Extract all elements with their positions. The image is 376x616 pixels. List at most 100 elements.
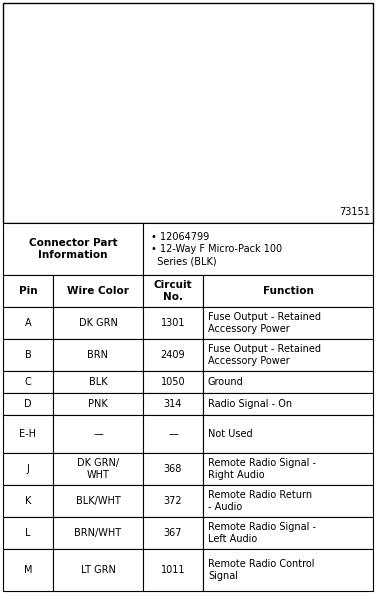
Bar [143,371,203,393]
Bar [53,307,143,339]
Bar [203,453,373,485]
Text: M: M [24,565,32,575]
Bar [173,507,183,515]
Bar [226,391,255,397]
Bar [143,415,203,453]
Bar [203,371,373,393]
Text: DK GRN: DK GRN [79,318,117,328]
Text: Function: Function [262,286,314,296]
Bar [76,440,94,462]
Text: Fuse Output - Retained
Accessory Power: Fuse Output - Retained Accessory Power [208,312,321,334]
Bar [138,450,160,474]
Text: J: J [27,464,29,474]
Bar [110,421,126,435]
Bar [286,440,304,462]
Bar [53,453,143,485]
Text: E-H: E-H [20,429,36,439]
Bar [203,415,373,453]
Bar [203,275,373,307]
Bar [203,424,213,432]
Text: Ground: Ground [208,377,244,387]
Bar [172,455,186,471]
Bar [200,421,216,435]
Text: Remote Radio Signal -
Left Audio: Remote Radio Signal - Left Audio [208,522,316,544]
Bar [124,368,156,400]
Text: Pin: Pin [19,286,37,296]
Bar [143,453,203,485]
Text: BRN/WHT: BRN/WHT [74,528,121,538]
Bar [200,504,216,518]
Text: Not Used: Not Used [208,429,253,439]
Bar [230,504,246,518]
Text: M: M [97,445,107,455]
Text: DK GRN/
WHT: DK GRN/ WHT [77,458,119,480]
Bar [3,415,53,453]
Text: 1050: 1050 [161,377,185,387]
Text: A: A [98,469,106,479]
Bar [53,371,143,393]
Bar [203,549,373,591]
Bar [224,368,256,400]
Text: —: — [93,429,103,439]
Bar [203,517,373,549]
Text: • 12064799
• 12-Way F Micro-Pack 100
  Series (BLK): • 12064799 • 12-Way F Micro-Pack 100 Ser… [151,232,282,266]
Text: BLK/WHT: BLK/WHT [76,496,120,506]
FancyBboxPatch shape [86,392,294,540]
Bar [228,450,250,474]
Text: BLK: BLK [89,377,107,387]
Bar [233,507,243,515]
Text: BRN: BRN [88,350,109,360]
Bar [113,507,123,515]
Bar [53,517,143,549]
Bar [89,441,92,461]
Text: L: L [25,528,31,538]
Text: D: D [24,399,32,409]
Bar [143,339,203,371]
Text: Fuse Output - Retained
Accessory Power: Fuse Output - Retained Accessory Power [208,344,321,366]
Bar [203,307,373,339]
Bar [3,339,53,371]
Bar [232,455,246,471]
Bar [202,455,216,471]
Bar [3,485,53,517]
Text: K: K [25,496,31,506]
Bar [3,371,53,393]
Bar [263,424,273,432]
Bar [288,441,291,461]
Text: G: G [274,445,282,455]
Bar [203,485,373,517]
Bar [170,504,186,518]
Bar [3,275,53,307]
Bar [3,453,53,485]
Bar [3,223,143,275]
Bar [53,275,143,307]
Bar [230,421,246,435]
Bar [140,421,156,435]
Bar [143,424,153,432]
Bar [203,507,213,515]
Bar [198,450,220,474]
Bar [142,455,156,471]
Bar [156,373,224,399]
Bar [288,471,291,491]
Bar [76,470,94,492]
Text: F: F [274,469,282,479]
Text: C: C [24,377,31,387]
Bar [286,470,304,492]
Bar [113,424,123,432]
Bar [53,393,143,415]
Text: Radio Signal - On: Radio Signal - On [208,399,292,409]
Text: PNK: PNK [88,399,108,409]
Text: 368: 368 [164,464,182,474]
Bar [3,3,373,223]
Bar [3,307,53,339]
Bar [262,455,276,471]
Text: —: — [168,429,178,439]
Text: Remote Radio Control
Signal: Remote Radio Control Signal [208,559,314,582]
Text: 372: 372 [164,496,182,506]
Text: Remote Radio Return
- Audio: Remote Radio Return - Audio [208,490,312,512]
Bar [53,549,143,591]
Bar [53,339,143,371]
Text: 314: 314 [164,399,182,409]
Text: 2409: 2409 [161,350,185,360]
